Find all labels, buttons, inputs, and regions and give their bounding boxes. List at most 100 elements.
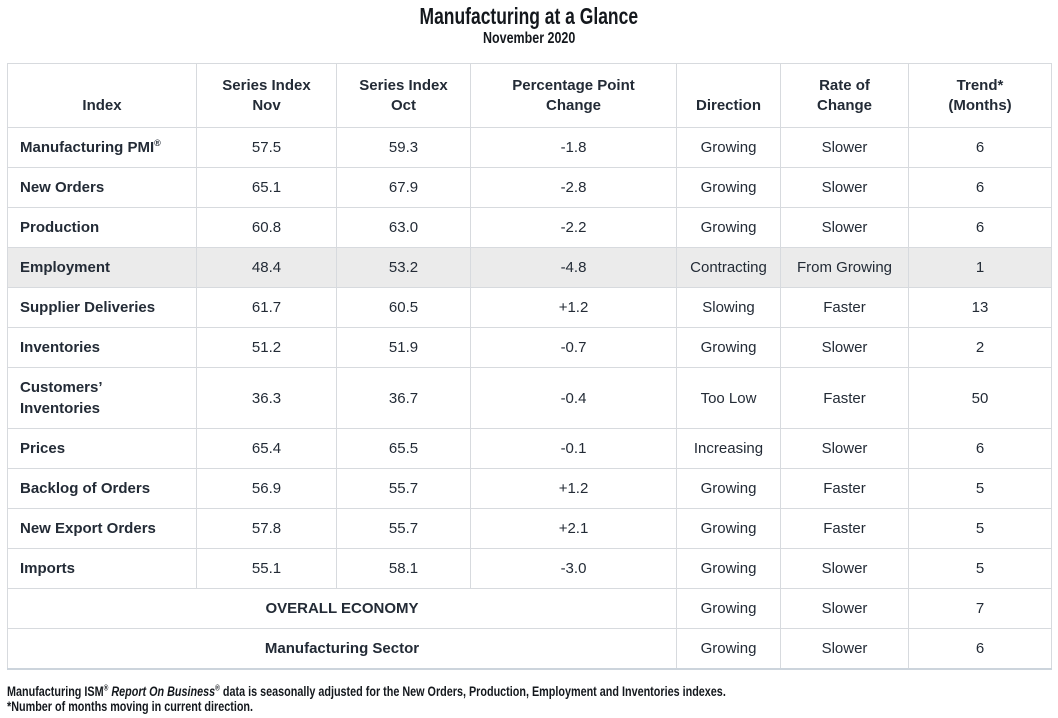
table-row-supplier-deliveries: Supplier Deliveries 61.7 60.5 +1.2 Slowi… — [7, 287, 1052, 328]
summary-row-overall-economy: OVERALL ECONOMY Growing Slower 7 — [7, 588, 1052, 629]
cell-rate-of-change: Slower — [780, 548, 909, 589]
table-row-inventories: Inventories 51.2 51.9 -0.7 Growing Slowe… — [7, 327, 1052, 368]
row-label: Customers’ Inventories — [7, 367, 197, 429]
cell-percentage-point-change: +2.1 — [470, 508, 677, 549]
cell-rate-of-change: Faster — [780, 287, 909, 328]
cell-direction: Growing — [676, 327, 781, 368]
cell-percentage-point-change: -3.0 — [470, 548, 677, 589]
cell-series-index-nov: 55.1 — [196, 548, 337, 589]
cell-percentage-point-change: +1.2 — [470, 287, 677, 328]
cell-percentage-point-change: -4.8 — [470, 247, 677, 288]
cell-series-index-oct: 60.5 — [336, 287, 471, 328]
cell-direction: Growing — [676, 628, 781, 670]
row-label: Inventories — [7, 327, 197, 368]
table-row-backlog-of-orders: Backlog of Orders 56.9 55.7 +1.2 Growing… — [7, 468, 1052, 509]
cell-trend-months: 6 — [908, 207, 1052, 248]
header-series-index-oct: Series Index Oct — [336, 63, 471, 128]
cell-series-index-oct: 59.3 — [336, 127, 471, 168]
cell-trend-months: 5 — [908, 508, 1052, 549]
cell-direction: Growing — [676, 207, 781, 248]
footnote-trend-definition: *Number of months moving in current dire… — [7, 699, 254, 714]
cell-direction: Growing — [676, 167, 781, 208]
cell-trend-months: 6 — [908, 127, 1052, 168]
cell-series-index-nov: 56.9 — [196, 468, 337, 509]
cell-series-index-nov: 60.8 — [196, 207, 337, 248]
cell-percentage-point-change: -0.7 — [470, 327, 677, 368]
cell-rate-of-change: Slower — [780, 327, 909, 368]
cell-direction: Growing — [676, 468, 781, 509]
table-row-prices: Prices 65.4 65.5 -0.1 Increasing Slower … — [7, 428, 1052, 469]
header-trend-months: Trend* (Months) — [908, 63, 1052, 128]
title-block: Manufacturing at a Glance November 2020 — [0, 0, 1058, 48]
table-header: Index Series Index Nov Series Index Oct Pe… — [7, 63, 1052, 128]
cell-percentage-point-change: -0.4 — [470, 367, 677, 429]
cell-percentage-point-change: -1.8 — [470, 127, 677, 168]
cell-series-index-nov: 57.8 — [196, 508, 337, 549]
header-percentage-point-change: Percentage Point Change — [470, 63, 677, 128]
page-subtitle: November 2020 — [482, 30, 576, 47]
cell-series-index-nov: 48.4 — [196, 247, 337, 288]
cell-direction: Growing — [676, 588, 781, 629]
cell-series-index-oct: 51.9 — [336, 327, 471, 368]
cell-direction: Slowing — [676, 287, 781, 328]
cell-rate-of-change: Slower — [780, 207, 909, 248]
cell-rate-of-change: Slower — [780, 628, 909, 670]
cell-trend-months: 6 — [908, 167, 1052, 208]
cell-series-index-nov: 36.3 — [196, 367, 337, 429]
row-label: Employment — [7, 247, 197, 288]
cell-direction: Contracting — [676, 247, 781, 288]
cell-direction: Growing — [676, 127, 781, 168]
cell-percentage-point-change: -0.1 — [470, 428, 677, 469]
header-series-index-nov: Series Index Nov — [196, 63, 337, 128]
registered-mark-icon: ® — [215, 683, 220, 693]
row-label: Backlog of Orders — [7, 468, 197, 509]
cell-trend-months: 5 — [908, 548, 1052, 589]
footnote-seasonal-adjustment: Manufacturing ISM® Report On Business® d… — [7, 683, 726, 699]
cell-rate-of-change: Slower — [780, 588, 909, 629]
table-body: Manufacturing PMI® 57.5 59.3 -1.8 Growin… — [7, 127, 1052, 670]
cell-series-index-oct: 36.7 — [336, 367, 471, 429]
cell-trend-months: 50 — [908, 367, 1052, 429]
cell-trend-months: 2 — [908, 327, 1052, 368]
cell-trend-months: 6 — [908, 428, 1052, 469]
cell-direction: Growing — [676, 548, 781, 589]
cell-direction: Increasing — [676, 428, 781, 469]
cell-series-index-oct: 63.0 — [336, 207, 471, 248]
cell-rate-of-change: From Growing — [780, 247, 909, 288]
row-label: Supplier Deliveries — [7, 287, 197, 328]
cell-series-index-nov: 57.5 — [196, 127, 337, 168]
cell-series-index-nov: 65.1 — [196, 167, 337, 208]
cell-trend-months: 1 — [908, 247, 1052, 288]
cell-rate-of-change: Slower — [780, 167, 909, 208]
row-label: New Export Orders — [7, 508, 197, 549]
row-label: Prices — [7, 428, 197, 469]
summary-row-manufacturing-sector: Manufacturing Sector Growing Slower 6 — [7, 628, 1052, 670]
cell-series-index-oct: 67.9 — [336, 167, 471, 208]
cell-series-index-oct: 55.7 — [336, 468, 471, 509]
cell-trend-months: 6 — [908, 628, 1052, 670]
cell-series-index-nov: 51.2 — [196, 327, 337, 368]
footnotes: Manufacturing ISM® Report On Business® d… — [7, 684, 1058, 714]
cell-series-index-nov: 65.4 — [196, 428, 337, 469]
cell-rate-of-change: Faster — [780, 508, 909, 549]
cell-percentage-point-change: -2.2 — [470, 207, 677, 248]
cell-percentage-point-change: +1.2 — [470, 468, 677, 509]
row-label: Imports — [7, 548, 197, 589]
row-label: New Orders — [7, 167, 197, 208]
cell-rate-of-change: Faster — [780, 367, 909, 429]
cell-trend-months: 13 — [908, 287, 1052, 328]
cell-percentage-point-change: -2.8 — [470, 167, 677, 208]
header-index: Index — [7, 63, 197, 128]
cell-direction: Growing — [676, 508, 781, 549]
cell-series-index-nov: 61.7 — [196, 287, 337, 328]
cell-series-index-oct: 65.5 — [336, 428, 471, 469]
summary-label: OVERALL ECONOMY — [7, 588, 677, 629]
cell-trend-months: 7 — [908, 588, 1052, 629]
cell-rate-of-change: Faster — [780, 468, 909, 509]
registered-mark-icon: ® — [154, 138, 161, 148]
header-row: Index Series Index Nov Series Index Oct Pe… — [7, 63, 1052, 128]
table-row-new-orders: New Orders 65.1 67.9 -2.8 Growing Slower… — [7, 167, 1052, 208]
header-direction: Direction — [676, 63, 781, 128]
page-title: Manufacturing at a Glance — [419, 3, 639, 29]
